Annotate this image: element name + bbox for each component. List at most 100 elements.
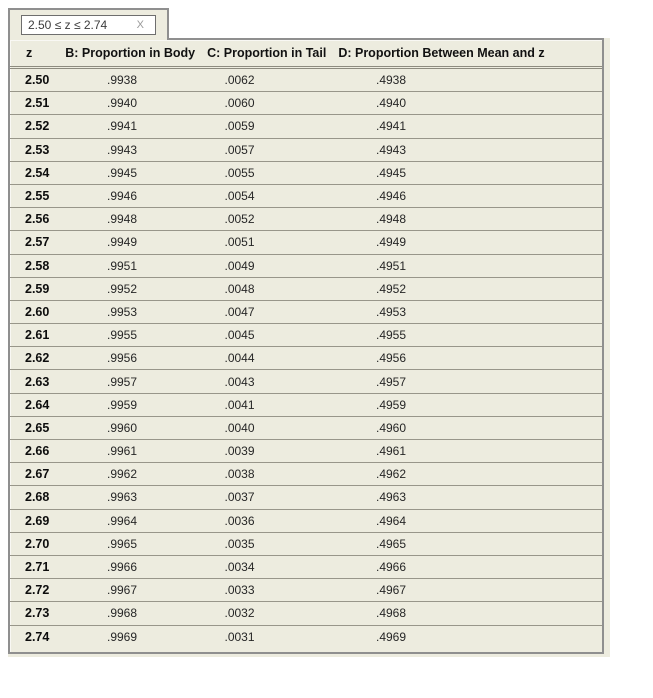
table-row: 2.68 .9963 .0037 .4963 (10, 486, 602, 510)
cell-tail: .0031 (224, 630, 255, 645)
cell-z: 2.56 (25, 212, 50, 227)
cell-z: 2.70 (25, 536, 50, 551)
cell-z: 2.57 (25, 235, 50, 250)
table-row: 2.64 .9959 .0041 .4959 (10, 394, 602, 417)
cell-between: .4949 (375, 235, 407, 250)
table-row: 2.59 .9952 .0048 .4952 (10, 278, 602, 301)
cell-between: .4957 (375, 374, 407, 389)
cell-tail: .0051 (224, 235, 255, 250)
cell-tail: .0040 (224, 420, 255, 435)
table-row: 2.65 .9960 .0040 .4960 (10, 417, 602, 440)
table-row: 2.67 .9962 .0038 .4962 (10, 463, 602, 487)
table-row: 2.51 .9940 .0060 .4940 (10, 92, 602, 116)
cell-body: .9968 (106, 606, 138, 621)
cell-z: 2.65 (25, 420, 50, 435)
cell-between: .4966 (375, 560, 407, 575)
cell-body: .9956 (106, 351, 138, 366)
z-table-panel: z B: Proportion in Body C: Proportion in… (8, 38, 610, 657)
header-divider (10, 66, 602, 69)
cell-between: .4951 (375, 258, 407, 273)
cell-tail: .0060 (224, 96, 255, 111)
cell-z: 2.53 (25, 142, 50, 157)
range-input[interactable]: 2.50 ≤ z ≤ 2.74 X (21, 15, 156, 35)
cell-body: .9952 (106, 281, 138, 296)
cell-tail: .0054 (224, 189, 255, 204)
cell-between: .4968 (375, 606, 407, 621)
cell-between: .4945 (375, 165, 407, 180)
cell-tail: .0037 (224, 490, 255, 505)
table-row: 2.58 .9951 .0049 .4951 (10, 255, 602, 278)
table-body: 2.50.9938.0062.4938 2.51.9940.0060.4940 2.… (10, 69, 602, 649)
cell-between: .4961 (375, 444, 407, 459)
cell-body: .9965 (106, 536, 138, 551)
cell-between: .4962 (375, 467, 407, 482)
cell-between: .4946 (375, 189, 407, 204)
cell-body: .9969 (106, 630, 138, 645)
cell-tail: .0048 (224, 281, 255, 296)
cell-between: .4963 (375, 490, 407, 505)
cell-z: 2.64 (25, 397, 50, 412)
cell-tail: .0032 (224, 606, 255, 621)
cell-z: 2.50 (25, 73, 50, 88)
cell-z: 2.66 (25, 444, 50, 459)
cell-body: .9951 (106, 258, 138, 273)
column-header-body: B: Proportion in Body (65, 46, 196, 60)
cell-body: .9957 (106, 374, 138, 389)
cell-between: .4952 (375, 281, 407, 296)
cell-tail: .0038 (224, 467, 255, 482)
table-row: 2.72 .9967 .0033 .4967 (10, 579, 602, 603)
cell-tail: .0055 (224, 165, 255, 180)
table-row: 2.55 .9946 .0054 .4946 (10, 185, 602, 209)
cell-between: .4938 (375, 73, 407, 88)
cell-between: .4955 (375, 328, 407, 343)
column-header-between: D: Proportion Between Mean and z (338, 46, 545, 60)
table-row: 2.60 .9953 .0047 .4953 (10, 301, 602, 325)
cell-tail: .0034 (224, 560, 255, 575)
table-row: 2.56 .9948 .0052 .4948 (10, 208, 602, 232)
cell-body: .9938 (106, 73, 138, 88)
cell-between: .4941 (375, 119, 407, 134)
cell-body: .9964 (106, 513, 138, 528)
cell-z: 2.68 (25, 490, 50, 505)
cell-z: 2.52 (25, 119, 50, 134)
table-row: 2.63 .9957 .0043 .4957 (10, 370, 602, 394)
cell-z: 2.51 (25, 96, 50, 111)
cell-body: .9967 (106, 583, 138, 598)
cell-between: .4960 (375, 420, 407, 435)
cell-body: .9946 (106, 189, 138, 204)
close-icon[interactable]: X (136, 18, 144, 31)
table-row: 2.54 .9945 .0055 .4945 (10, 162, 602, 185)
cell-tail: .0057 (224, 142, 255, 157)
cell-z: 2.54 (25, 165, 50, 180)
table-row: 2.53 .9943 .0057 .4943 (10, 139, 602, 162)
cell-body: .9941 (106, 119, 138, 134)
table-row: 2.73 .9968 .0032 .4968 (10, 602, 602, 626)
column-header-tail: C: Proportion in Tail (207, 46, 327, 60)
cell-z: 2.55 (25, 189, 50, 204)
cell-tail: .0052 (224, 212, 255, 227)
cell-tail: .0043 (224, 374, 255, 389)
cell-between: .4965 (375, 536, 407, 551)
cell-tail: .0049 (224, 258, 255, 273)
table-row: 2.70 .9965 .0035 .4965 (10, 533, 602, 556)
cell-body: .9945 (106, 165, 138, 180)
cell-z: 2.71 (25, 560, 50, 575)
cell-body: .9963 (106, 490, 138, 505)
cell-body: .9962 (106, 467, 138, 482)
cell-body: .9948 (106, 212, 138, 227)
table-row: 2.61 .9955 .0045 .4955 (10, 324, 602, 348)
table-row: 2.50 .9938 .0062 .4938 (10, 69, 602, 93)
table-row: 2.52 .9941 .0059 .4941 (10, 115, 602, 139)
cell-between: .4956 (375, 351, 407, 366)
cell-tail: .0044 (224, 351, 255, 366)
cell-tail: .0036 (224, 513, 255, 528)
cell-z: 2.63 (25, 374, 50, 389)
table-row: 2.66 .9961 .0039 .4961 (10, 440, 602, 464)
cell-tail: .0059 (224, 119, 255, 134)
cell-between: .4964 (375, 513, 407, 528)
range-tab[interactable]: 2.50 ≤ z ≤ 2.74 X (8, 8, 169, 40)
cell-z: 2.58 (25, 258, 50, 273)
cell-tail: .0047 (224, 304, 255, 319)
cell-tail: .0045 (224, 328, 255, 343)
cell-tail: .0062 (224, 73, 255, 88)
